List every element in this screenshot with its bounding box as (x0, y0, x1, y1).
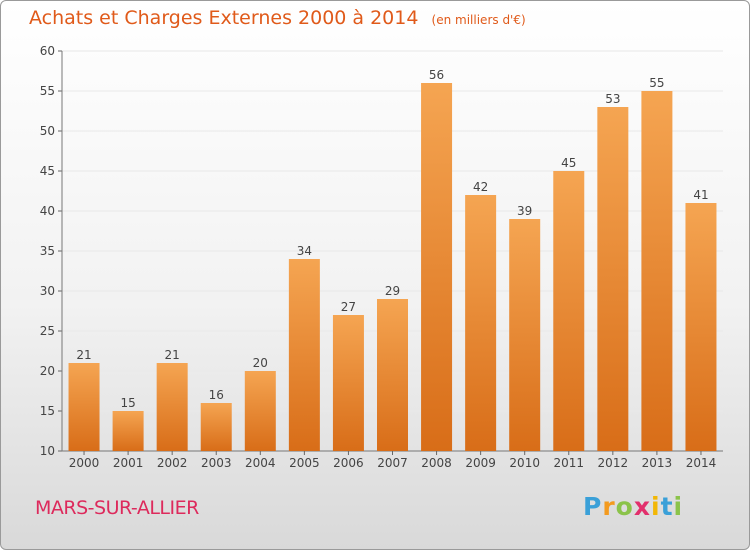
bar-2004 (244, 371, 276, 451)
chart-title: Achats et Charges Externes 2000 à 2014 (… (29, 7, 526, 29)
x-tick-label: 2006 (333, 456, 364, 470)
logo-letter: i (651, 492, 661, 521)
bar-value-label: 56 (429, 68, 444, 82)
logo-letter: x (633, 492, 651, 521)
bar-value-label: 39 (517, 204, 532, 218)
y-tick-label: 15 (40, 404, 55, 418)
chart-title-main: Achats et Charges Externes 2000 à 2014 (29, 7, 419, 29)
bar-layer: 21 15 21 16 20 34 27 29 56 42 39 45 53 55 41 (68, 68, 717, 451)
x-tick-label: 2007 (377, 456, 408, 470)
y-tick-label: 30 (40, 284, 55, 298)
y-tick-label: 50 (40, 124, 55, 138)
y-tick-label: 35 (40, 244, 55, 258)
bar-value-label: 41 (693, 188, 708, 202)
place-name: MARS-SUR-ALLIER (35, 497, 199, 519)
bar-value-label: 21 (165, 348, 180, 362)
logo-letter: o (615, 492, 634, 521)
bar-2001 (112, 411, 144, 451)
x-tick-label: 2012 (598, 456, 629, 470)
x-tick-label: 2005 (289, 456, 320, 470)
x-tick-label: 2004 (245, 456, 276, 470)
logo-letter: t (660, 492, 674, 521)
x-tick-label: 2009 (465, 456, 496, 470)
bar-2000 (68, 363, 100, 451)
x-tick-label: 2000 (69, 456, 100, 470)
logo-letter: i (673, 492, 684, 521)
bar-value-label: 21 (76, 348, 91, 362)
x-tick-label: 2013 (642, 456, 673, 470)
x-tick-label: 2010 (509, 456, 540, 470)
bar-value-label: 45 (561, 156, 576, 170)
bar-value-label: 42 (473, 180, 488, 194)
bar-value-label: 16 (209, 388, 224, 402)
y-tick-label: 25 (40, 324, 55, 338)
bar-value-label: 55 (649, 76, 664, 90)
bar-2002 (156, 363, 188, 451)
bar-2009 (465, 195, 497, 451)
x-tick-label: 2002 (157, 456, 188, 470)
bar-value-label: 53 (605, 92, 620, 106)
bar-2003 (200, 403, 232, 451)
y-tick-label: 60 (40, 44, 55, 58)
x-tick-label: 2001 (113, 456, 144, 470)
logo-letter: P (583, 492, 603, 521)
bar-2013 (641, 91, 673, 451)
logo-letter: r (602, 492, 616, 521)
x-tick-label: 2014 (686, 456, 717, 470)
chart-subtitle: (en milliers d'€) (431, 13, 526, 27)
bar-2012 (597, 107, 629, 451)
x-tick-label: 2008 (421, 456, 452, 470)
bar-2008 (421, 83, 453, 451)
bar-value-label: 27 (341, 300, 356, 314)
bar-2006 (332, 315, 364, 451)
bar-2007 (377, 299, 408, 451)
y-tick-label: 55 (40, 84, 55, 98)
brand-logo: Proxiti (583, 492, 683, 521)
x-tick-label: 2003 (201, 456, 232, 470)
bar-value-label: 20 (253, 356, 268, 370)
bar-2014 (685, 203, 717, 451)
bar-value-label: 29 (385, 284, 400, 298)
bar-value-label: 15 (120, 396, 135, 410)
bar-2010 (509, 219, 541, 451)
y-tick-label: 10 (40, 444, 55, 458)
y-tick-label: 20 (40, 364, 55, 378)
bar-2005 (288, 259, 320, 451)
bar-2011 (553, 171, 585, 451)
bar-value-label: 34 (297, 244, 312, 258)
y-tick-label: 40 (40, 204, 55, 218)
y-tick-label: 45 (40, 164, 55, 178)
x-tick-label: 2011 (553, 456, 584, 470)
